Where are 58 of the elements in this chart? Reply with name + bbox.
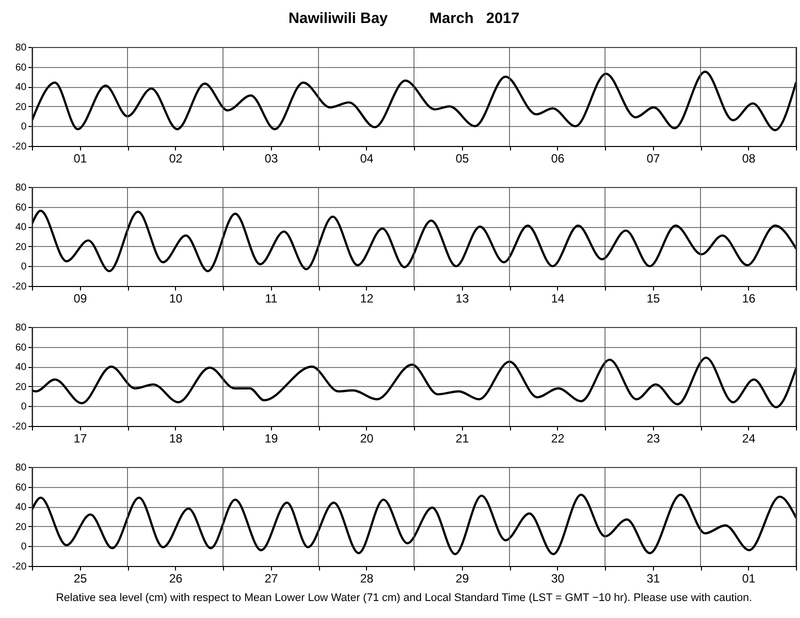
y-tick-label: 20 <box>15 242 27 253</box>
x-tick-label: 01 <box>74 152 88 166</box>
y-tick-label: -20 <box>12 282 27 292</box>
x-tick-label: 14 <box>551 292 565 306</box>
x-tick-label: 18 <box>169 432 183 446</box>
x-tick-label: 12 <box>360 292 374 306</box>
x-tick-label: 10 <box>169 292 183 306</box>
x-tick-label: 01 <box>742 572 756 586</box>
x-tick-label: 03 <box>264 152 278 166</box>
x-tick-label: 24 <box>742 432 756 446</box>
chart-title: Nawiliwili Bay March 2017 <box>288 10 520 27</box>
x-tick-label: 31 <box>646 572 660 586</box>
y-tick-label: 20 <box>15 102 27 113</box>
x-tick-label: 26 <box>169 572 183 586</box>
x-tick-label: 20 <box>360 432 374 446</box>
y-tick-label: 0 <box>20 262 27 273</box>
y-tick-label: 40 <box>15 362 27 374</box>
x-tick-label: 16 <box>742 292 756 306</box>
y-tick-label: -20 <box>12 142 27 152</box>
x-tick-label: 08 <box>742 152 756 166</box>
x-tick-label: 15 <box>646 292 660 306</box>
x-tick-label: 04 <box>360 152 374 166</box>
x-tick-label: 13 <box>456 292 470 306</box>
y-tick-label: 60 <box>15 342 27 354</box>
y-tick-label: 60 <box>15 482 27 494</box>
y-tick-label: -20 <box>12 422 27 432</box>
y-tick-label: 0 <box>20 122 27 133</box>
y-tick-label: 0 <box>20 402 27 413</box>
x-tick-label: 28 <box>360 572 374 586</box>
x-tick-label: 05 <box>456 152 470 166</box>
y-tick-label: 80 <box>15 322 27 334</box>
y-tick-label: 20 <box>15 382 27 393</box>
y-tick-label: 20 <box>15 522 27 533</box>
x-tick-label: 17 <box>74 432 88 446</box>
x-tick-label: 21 <box>456 432 470 446</box>
y-tick-label: 80 <box>15 462 27 474</box>
x-tick-label: 11 <box>265 292 278 306</box>
x-tick-label: 06 <box>551 152 565 166</box>
x-tick-label: 23 <box>646 432 660 446</box>
x-tick-label: 30 <box>551 572 565 586</box>
y-tick-label: 80 <box>15 182 27 194</box>
y-tick-label: 40 <box>15 82 27 94</box>
x-tick-label: 27 <box>264 572 278 586</box>
x-tick-label: 19 <box>264 432 278 446</box>
y-tick-label: 80 <box>15 42 27 54</box>
y-tick-label: -20 <box>12 562 27 572</box>
x-tick-label: 25 <box>74 572 88 586</box>
y-tick-label: 40 <box>15 222 27 234</box>
y-tick-label: 0 <box>20 542 27 553</box>
y-tick-label: 60 <box>15 62 27 74</box>
text: Relative sea level (cm) with respect to Mean Lower Low Water (71 cm) and Local Standard Time (LST = GMT −10 hr). Please use with caution. <box>56 592 752 604</box>
y-tick-label: 60 <box>15 202 27 214</box>
x-tick-label: 02 <box>169 152 183 166</box>
x-tick-label: 29 <box>456 572 470 586</box>
y-tick-label: 40 <box>15 502 27 514</box>
x-tick-label: 22 <box>551 432 565 446</box>
x-tick-label: 09 <box>74 292 88 306</box>
x-tick-label: 07 <box>646 152 660 166</box>
